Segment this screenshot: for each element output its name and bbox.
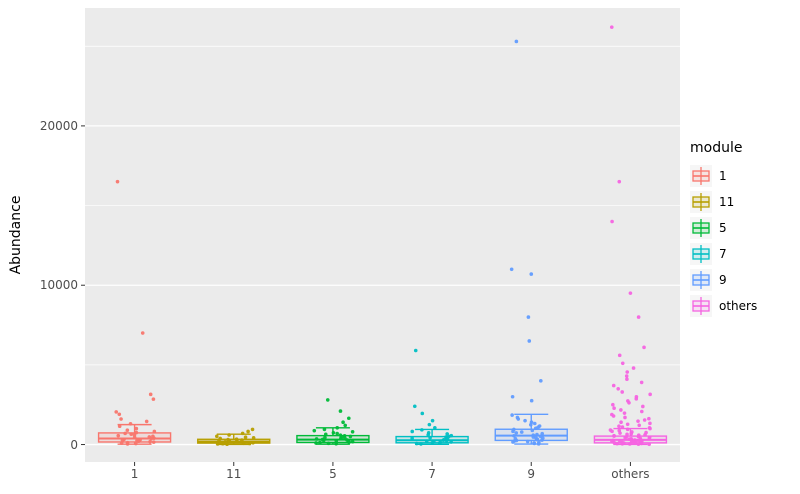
boxplot-key-icon: [690, 217, 712, 239]
boxplot-group-7: [395, 348, 469, 446]
x-tick-label-11: 11: [226, 467, 242, 481]
legend-label: 5: [719, 221, 727, 235]
gridlines: [85, 45, 680, 446]
jitter-points-9: [509, 39, 545, 446]
boxplot-group-others: [593, 25, 668, 447]
legend-label: 11: [719, 195, 735, 209]
x-tick-label-7: 7: [428, 467, 436, 481]
y-tick-label: 20000: [39, 118, 78, 133]
y-tick-label: 10000: [39, 278, 78, 293]
y-tick-label: 0: [70, 437, 78, 452]
legend-entry-7: 7: [690, 241, 757, 267]
legend-entry-11: 11: [690, 189, 757, 215]
legend-label: others: [719, 299, 758, 313]
y-axis-title: Abundance: [8, 195, 24, 275]
legend-title: module: [690, 140, 743, 156]
boxplot-group-9: [494, 39, 568, 446]
legend-entry-others: others: [690, 293, 757, 319]
legend-entry-1: 1: [690, 163, 757, 189]
x-tick-label-5: 5: [329, 467, 337, 481]
boxplot-key-icon: [690, 243, 712, 265]
jitter-points-7: [410, 348, 454, 446]
x-tick-label-1: 1: [130, 467, 139, 481]
legend-label: 9: [719, 273, 727, 287]
x-tick-label-others: others: [611, 467, 650, 481]
boxplot-key-icon: [690, 295, 712, 317]
legend-label: 1: [719, 169, 727, 183]
axis-tick-marks: [81, 125, 631, 466]
jitter-points-others: [608, 25, 652, 447]
boxplot-key-icon: [690, 269, 712, 291]
boxplot-key-icon: [690, 165, 712, 187]
boxplot-group-11: [197, 427, 271, 447]
boxplot-group-5: [296, 398, 370, 446]
legend: module 1 11 5 7 9 others: [690, 140, 757, 319]
legend-label: 7: [719, 247, 727, 261]
legend-entry-5: 5: [690, 215, 757, 241]
jitter-points-5: [312, 398, 355, 446]
boxplot-group-1: [97, 179, 172, 446]
x-tick-label-9: 9: [527, 467, 536, 481]
panel-background: [85, 8, 680, 462]
jitter-points-11: [215, 427, 256, 447]
jitter-points-1: [114, 179, 157, 446]
legend-entry-9: 9: [690, 267, 757, 293]
boxplot-key-icon: [690, 191, 712, 213]
legend-entries: 1 11 5 7 9 others: [690, 163, 757, 319]
